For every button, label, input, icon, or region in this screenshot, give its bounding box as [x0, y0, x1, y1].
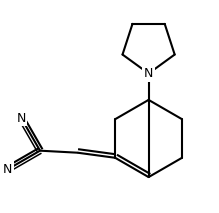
Text: N: N [144, 67, 153, 80]
Text: N: N [17, 112, 26, 125]
Text: N: N [3, 163, 12, 176]
